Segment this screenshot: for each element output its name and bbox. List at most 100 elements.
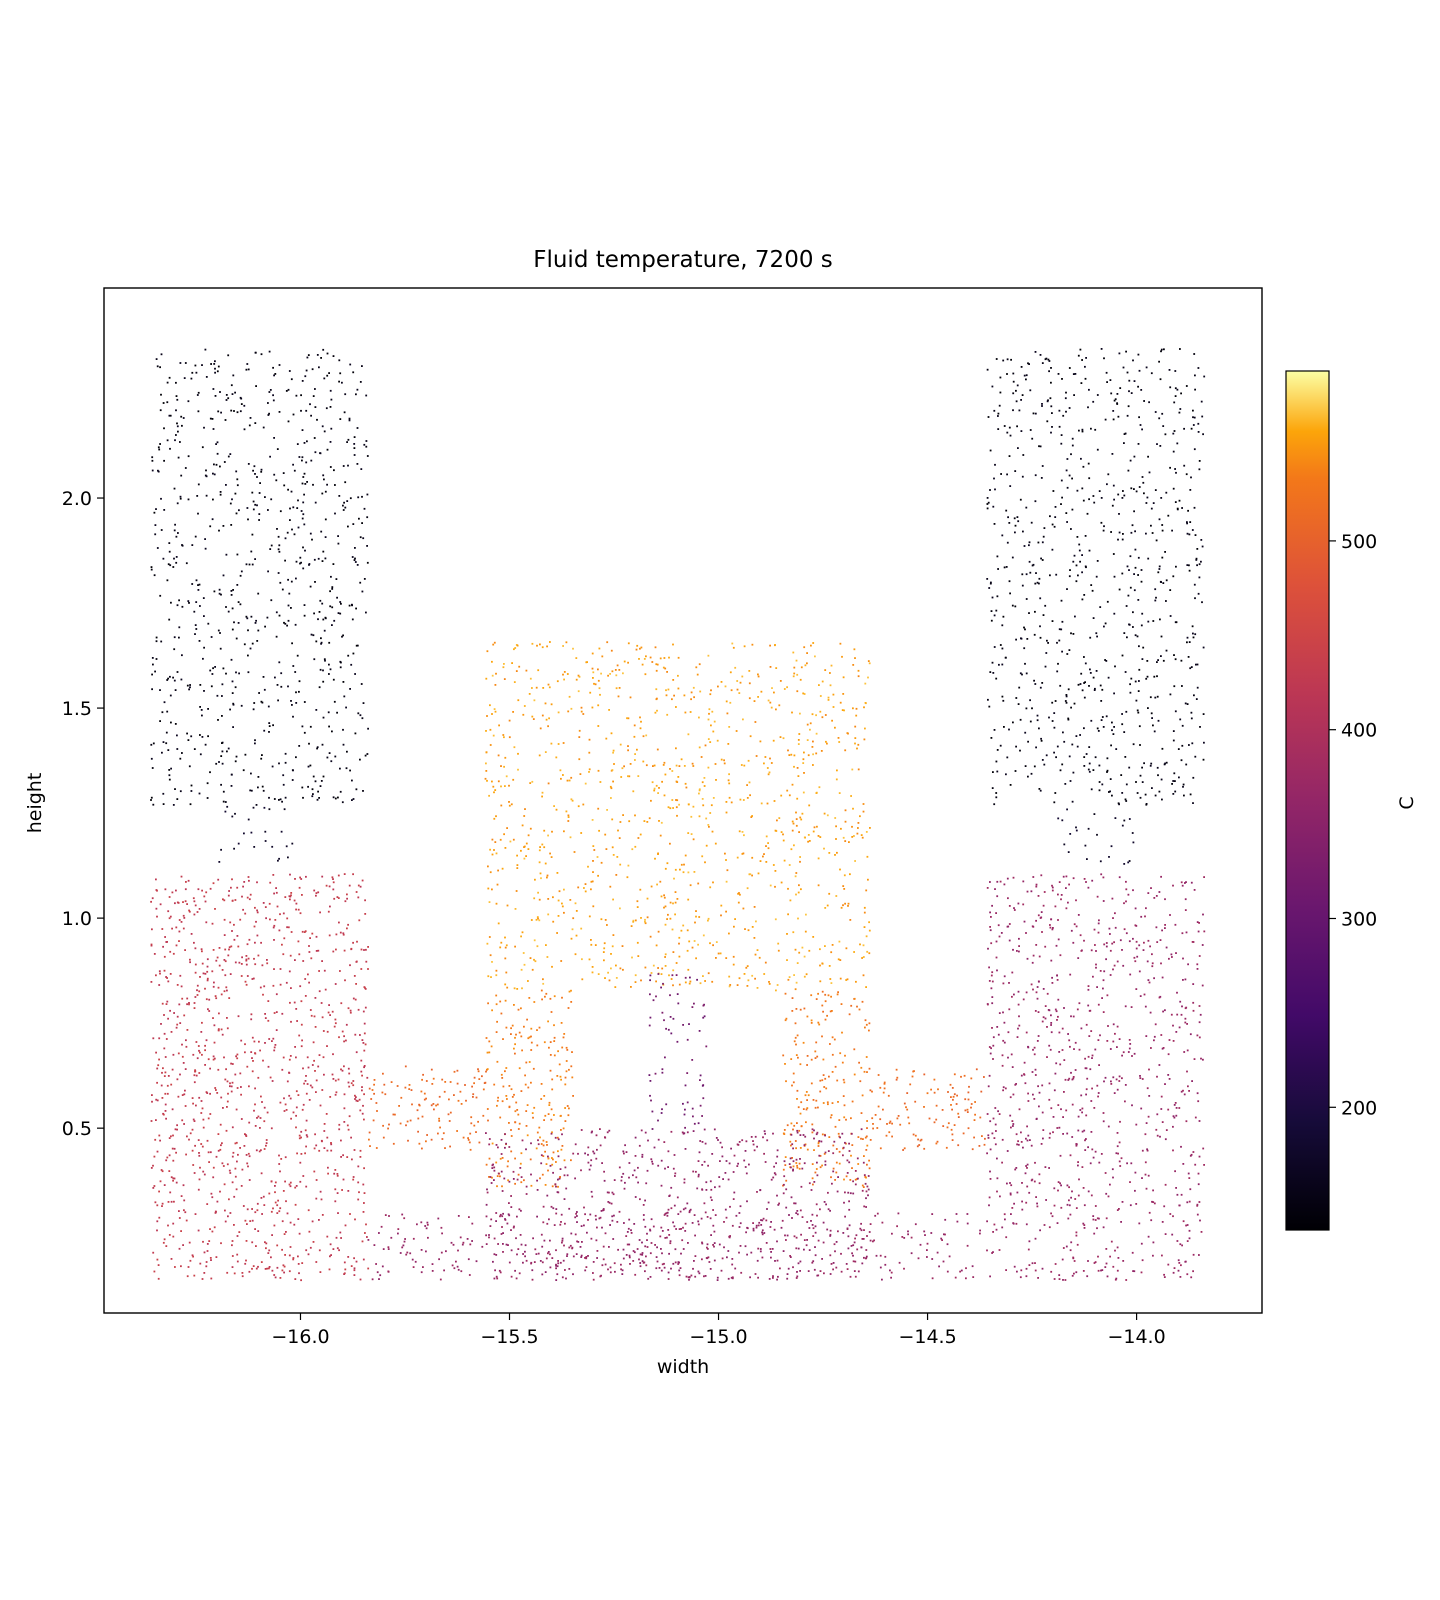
scatter-point: [1129, 973, 1132, 976]
scatter-point: [855, 714, 858, 717]
scatter-point: [227, 610, 230, 613]
scatter-point: [165, 1245, 168, 1247]
scatter-point: [469, 1148, 472, 1151]
scatter-point: [550, 742, 553, 745]
scatter-point: [1034, 500, 1037, 503]
scatter-point: [1001, 1138, 1004, 1141]
scatter-point: [995, 796, 998, 799]
scatter-point: [190, 784, 193, 787]
scatter-point: [473, 1076, 476, 1079]
scatter-point: [531, 642, 534, 645]
scatter-point: [1090, 1194, 1093, 1197]
scatter-point: [541, 843, 544, 846]
scatter-point: [172, 1222, 175, 1225]
scatter-point: [1133, 455, 1136, 458]
scatter-point: [269, 455, 271, 458]
scatter-point: [192, 1102, 194, 1105]
scatter-point: [1042, 1129, 1045, 1131]
scatter-point: [505, 944, 508, 947]
scatter-point: [1075, 1207, 1078, 1209]
scatter-point: [256, 881, 258, 884]
scatter-point: [1050, 431, 1052, 434]
scatter-point: [1164, 433, 1167, 436]
scatter-point: [278, 929, 281, 932]
scatter-point: [855, 707, 858, 710]
scatter-point: [1050, 381, 1052, 384]
scatter-point: [192, 1053, 195, 1056]
scatter-point: [859, 943, 861, 946]
scatter-point: [244, 1043, 246, 1046]
scatter-point: [1116, 1209, 1119, 1211]
scatter-point: [709, 693, 712, 696]
scatter-point: [183, 1199, 186, 1202]
scatter-point: [1051, 886, 1054, 889]
scatter-point: [1172, 793, 1175, 795]
scatter-point: [504, 946, 507, 949]
scatter-point: [273, 1224, 276, 1227]
scatter-point: [997, 412, 1000, 415]
scatter-point: [862, 803, 865, 805]
scatter-point: [842, 904, 844, 907]
scatter-point: [1160, 962, 1162, 965]
scatter-point: [1145, 677, 1148, 680]
scatter-point: [1014, 524, 1017, 527]
scatter-point: [950, 1128, 953, 1131]
scatter-point: [1117, 1257, 1120, 1259]
scatter-point: [1041, 465, 1044, 467]
scatter-point: [1013, 1202, 1015, 1205]
scatter-point: [615, 674, 618, 677]
scatter-point: [578, 675, 581, 678]
scatter-point: [319, 1271, 322, 1273]
scatter-point: [619, 967, 622, 970]
scatter-point: [341, 1030, 344, 1033]
scatter-point: [1078, 1048, 1081, 1051]
scatter-point: [339, 790, 342, 793]
scatter-point: [307, 765, 310, 768]
scatter-point: [188, 910, 191, 913]
scatter-point: [181, 752, 183, 754]
scatter-point: [298, 456, 301, 458]
scatter-point: [1197, 422, 1200, 425]
scatter-point: [1184, 1021, 1187, 1024]
scatter-point: [273, 892, 275, 895]
scatter-point: [1087, 988, 1090, 991]
scatter-point: [996, 1026, 999, 1028]
scatter-point: [287, 420, 290, 423]
scatter-point: [275, 611, 278, 614]
scatter-point: [535, 686, 538, 689]
scatter-point: [1017, 990, 1020, 993]
scatter-point: [305, 1075, 307, 1077]
scatter-point: [315, 640, 318, 643]
scatter-point: [331, 606, 334, 609]
scatter-point: [260, 700, 263, 703]
scatter-point: [291, 528, 293, 531]
scatter-point: [338, 1128, 341, 1131]
scatter-point: [986, 503, 989, 505]
scatter-point: [803, 646, 806, 649]
scatter-point: [1109, 933, 1111, 935]
scatter-point: [186, 1029, 189, 1031]
scatter-point: [522, 713, 525, 716]
scatter-point: [1195, 559, 1198, 561]
scatter-point: [226, 1100, 229, 1103]
scatter-point: [168, 769, 171, 771]
scatter-point: [332, 796, 335, 799]
scatter-point: [807, 834, 810, 836]
scatter-point: [195, 1104, 197, 1107]
scatter-point: [280, 830, 283, 833]
scatter-point: [179, 495, 182, 498]
scatter-point: [544, 702, 547, 705]
scatter-point: [260, 1149, 262, 1152]
scatter-point: [670, 978, 673, 980]
scatter-point: [1193, 889, 1196, 891]
scatter-point: [168, 1154, 171, 1157]
scatter-point: [295, 902, 298, 905]
scatter-point: [270, 1210, 273, 1213]
scatter-point: [1137, 599, 1140, 601]
scatter-point: [791, 829, 794, 832]
scatter-point: [935, 1118, 938, 1121]
scatter-point: [1151, 787, 1153, 789]
scatter-point: [1183, 427, 1185, 430]
scatter-point: [221, 742, 223, 744]
scatter-point: [1006, 541, 1009, 544]
